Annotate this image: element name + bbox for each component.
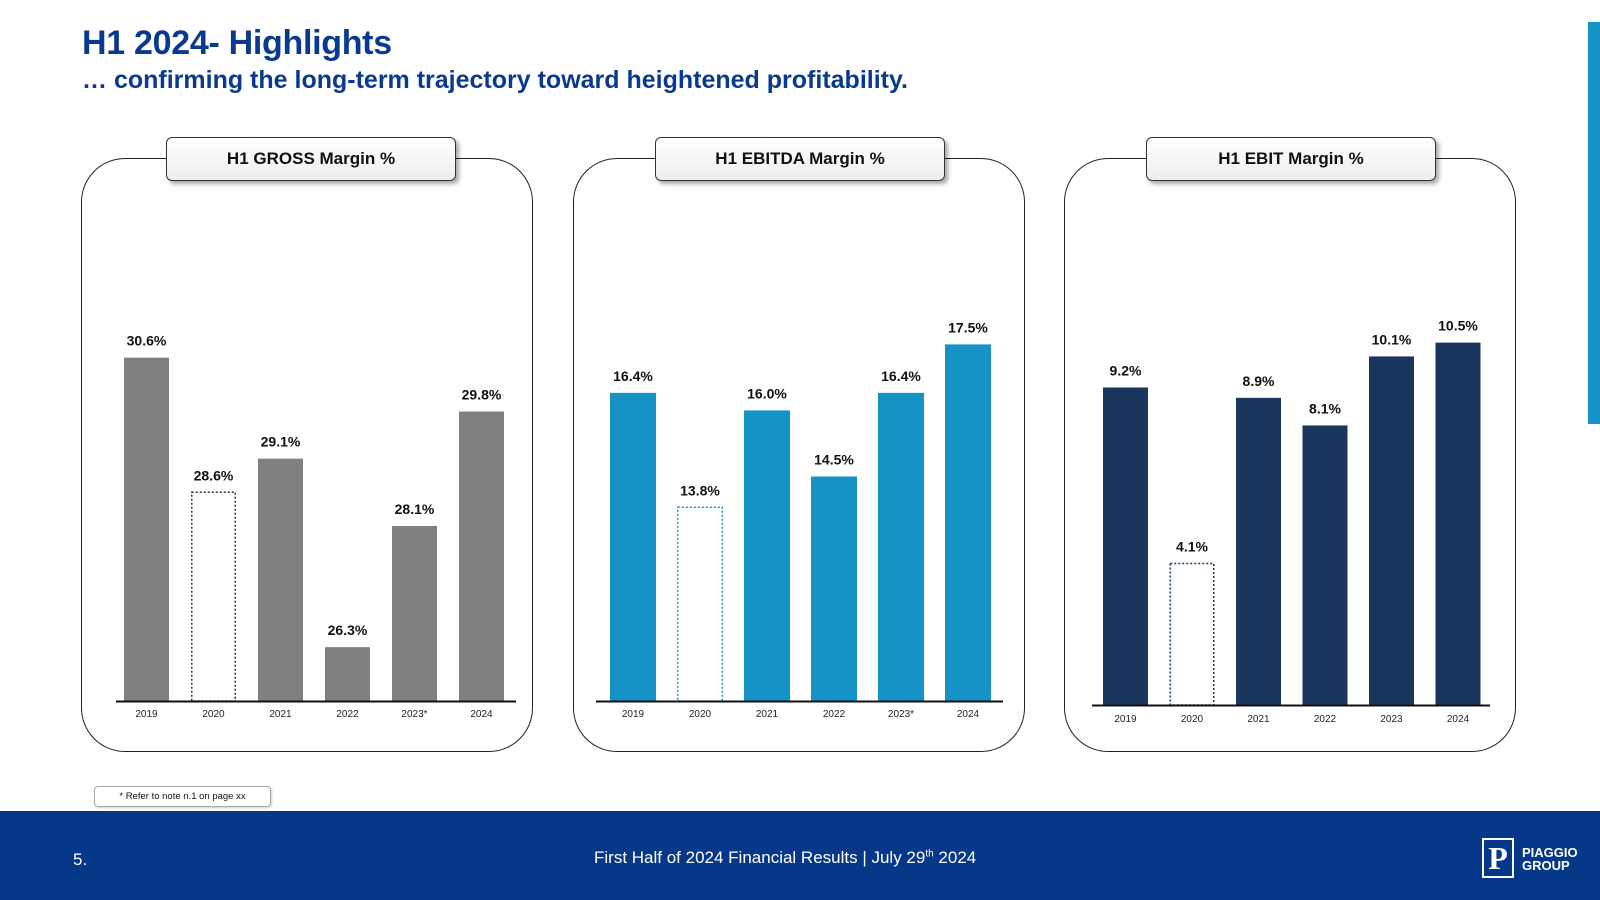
side-accent-bar: [1588, 22, 1600, 424]
data-label-1-3: 14.5%: [814, 451, 854, 467]
bar-0-4: [392, 525, 437, 701]
piaggio-logo-icon: P: [1482, 838, 1514, 878]
tick-label-0-5: 2024: [470, 709, 493, 720]
data-label-0-3: 26.3%: [328, 622, 368, 638]
tick-label-1-0: 2019: [622, 709, 645, 720]
bar-2-0: [1103, 387, 1148, 705]
tick-label-2-2: 2021: [1247, 714, 1270, 725]
page-number: 5.: [73, 850, 88, 869]
bar-1-0: [610, 392, 656, 701]
bar-2-2: [1236, 397, 1281, 705]
bar-2-4: [1369, 356, 1414, 705]
data-label-2-3: 8.1%: [1309, 400, 1341, 416]
tick-label-1-5: 2024: [957, 709, 980, 720]
tick-label-1-4: 2023*: [888, 709, 914, 720]
gross-margin-title: H1 GROSS Margin %: [166, 137, 456, 181]
tick-label-0-3: 2022: [336, 709, 359, 720]
tick-label-2-5: 2024: [1447, 714, 1470, 725]
data-label-2-4: 10.1%: [1372, 331, 1412, 347]
tick-label-2-3: 2022: [1314, 714, 1337, 725]
bar-0-5: [459, 411, 504, 701]
ebit-margin-title: H1 EBIT Margin %: [1146, 137, 1436, 181]
data-label-1-1: 13.8%: [680, 482, 720, 498]
tick-label-0-4: 2023*: [401, 709, 427, 720]
footer-title-sup: th: [925, 848, 934, 860]
bar-0-1: [191, 491, 236, 702]
tick-label-0-0: 2019: [135, 709, 158, 720]
tick-label-0-1: 2020: [202, 709, 225, 720]
bar-2-1: [1169, 562, 1215, 706]
page-subtitle: … confirming the long-term trajectory to…: [82, 66, 908, 94]
bar-1-2: [744, 410, 790, 701]
tick-label-2-1: 2020: [1181, 714, 1204, 725]
data-label-2-5: 10.5%: [1438, 318, 1478, 334]
data-label-2-2: 8.9%: [1243, 373, 1275, 389]
logo-line-2: GROUP: [1522, 858, 1570, 873]
tick-label-0-2: 2021: [269, 709, 292, 720]
bar-0-2: [258, 458, 303, 701]
piaggio-logo-text: PIAGGIO GROUP: [1522, 846, 1578, 872]
bar-1-1: [677, 506, 723, 702]
data-label-1-0: 16.4%: [613, 368, 653, 384]
data-label-1-4: 16.4%: [881, 368, 921, 384]
data-label-1-5: 17.5%: [948, 319, 988, 335]
tick-label-1-2: 2021: [756, 709, 779, 720]
bar-2-5: [1435, 342, 1481, 705]
data-label-1-2: 16.0%: [747, 385, 787, 401]
data-label-2-0: 9.2%: [1110, 362, 1142, 378]
data-label-0-4: 28.1%: [395, 501, 435, 517]
data-label-0-2: 29.1%: [261, 434, 301, 450]
tick-label-2-4: 2023: [1380, 714, 1403, 725]
footer-title-year: 2024: [933, 848, 977, 867]
data-label-0-1: 28.6%: [194, 467, 234, 483]
ebitda-margin-title: H1 EBITDA Margin %: [655, 137, 945, 181]
page-title: H1 2024- Highlights: [82, 24, 392, 62]
footer-title: First Half of 2024 Financial Results | J…: [594, 848, 976, 868]
tick-label-1-1: 2020: [689, 709, 712, 720]
bar-1-5: [945, 344, 991, 701]
bar-1-3: [811, 476, 857, 701]
footer-bar: [0, 811, 1600, 900]
bar-1-4: [878, 392, 924, 701]
footer-title-main: First Half of 2024 Financial Results | J…: [594, 848, 926, 867]
tick-label-2-0: 2019: [1114, 714, 1137, 725]
bar-2-3: [1302, 425, 1348, 705]
data-label-0-0: 30.6%: [127, 333, 167, 349]
bar-0-0: [124, 357, 169, 701]
tick-label-1-3: 2022: [823, 709, 846, 720]
logo-line-1: PIAGGIO: [1522, 845, 1578, 860]
data-label-0-5: 29.8%: [462, 387, 502, 403]
footnote: * Refer to note n.1 on page xx: [94, 786, 271, 807]
bar-0-3: [325, 647, 370, 701]
data-label-2-1: 4.1%: [1176, 538, 1208, 554]
